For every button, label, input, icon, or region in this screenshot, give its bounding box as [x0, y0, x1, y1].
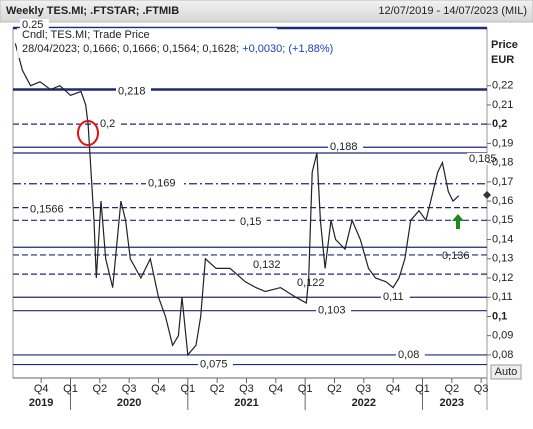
year-label: 2021 — [234, 397, 258, 409]
y-tick-label: 0,2 — [492, 118, 507, 130]
legend-bg — [17, 28, 277, 58]
legend-line2: 28/04/2023; 0,1666; 0,1666; 0,1564; 0,16… — [22, 43, 333, 55]
level-label: 0,08 — [398, 349, 419, 361]
level-label-bg — [251, 258, 286, 271]
x-tick-label: Q3 — [474, 383, 489, 395]
level-label: 0,15 — [240, 216, 261, 228]
year-label: 2020 — [117, 397, 141, 409]
header-bar — [0, 0, 533, 23]
auto-button[interactable] — [490, 364, 522, 380]
year-label: 2022 — [352, 397, 376, 409]
level-label: 0,188 — [330, 141, 358, 153]
x-tick-label: Q1 — [298, 383, 313, 395]
x-tick-label: Q4 — [386, 383, 401, 395]
y-tick-label: 0,18 — [492, 157, 513, 169]
legend-change: +0,0030; (+1,88%) — [242, 43, 333, 55]
level-label-bg — [316, 304, 351, 317]
y-tick-label: 0,19 — [492, 137, 513, 149]
y-tick-label: 0,22 — [492, 80, 513, 92]
year-label: 2019 — [29, 397, 53, 409]
level-label-bg — [381, 291, 410, 304]
y-tick-label: 0,09 — [492, 330, 513, 342]
y-axis-unit: EUR — [491, 54, 514, 66]
level-label: 0,075 — [200, 358, 228, 370]
level-label-bg — [238, 216, 267, 229]
x-tick-label: Q3 — [122, 383, 137, 395]
level-label: 0,11 — [383, 291, 404, 303]
date-range: 12/07/2019 - 14/07/2023 (MIL) — [378, 5, 527, 17]
x-tick-label: Q2 — [444, 383, 459, 395]
x-tick-label: Q1 — [415, 383, 430, 395]
level-label-bg — [98, 118, 121, 131]
level-label-bg — [28, 203, 70, 216]
y-tick-label: 0,1 — [492, 310, 507, 322]
highlight-circle — [77, 120, 99, 146]
up-arrow — [452, 214, 464, 229]
level-label: 0,122 — [297, 277, 325, 289]
last-price-marker — [483, 191, 491, 199]
level-label: 0,103 — [318, 305, 346, 317]
level-label-bg — [198, 358, 233, 371]
y-tick-label: 0,16 — [492, 195, 513, 207]
y-axis-label: Price — [491, 39, 518, 51]
y-tick-label: 0,12 — [492, 272, 513, 284]
auto-button-label[interactable]: Auto — [495, 366, 518, 378]
level-label-bg — [146, 177, 181, 190]
x-tick-label: Q1 — [180, 383, 195, 395]
level-label: 0,25 — [22, 19, 43, 31]
level-label: 0,132 — [253, 259, 281, 271]
y-tick-label: 0,14 — [492, 233, 513, 245]
legend-values: 28/04/2023; 0,1666; 0,1666; 0,1564; 0,16… — [22, 43, 239, 55]
price — [14, 43, 460, 357]
legend-line1: Cndl; TES.MI; Trade Price — [22, 29, 150, 41]
level-label: 0,1566 — [30, 204, 64, 216]
x-tick-label: Q3 — [356, 383, 371, 395]
level-label: 0,2 — [100, 118, 115, 130]
price-line — [14, 43, 460, 357]
level-label: 0,185 — [469, 153, 497, 165]
level-label-bg — [396, 348, 425, 361]
chart-title: Weekly TES.MI; .FTSTAR; .FTMIB — [6, 5, 179, 17]
level-label-bg — [328, 141, 363, 154]
levels: 0,25 0,218 0,2 0,188 0,185 0,169 0,1566 0,15 0,1… — [13, 19, 502, 371]
level-label: 0,218 — [118, 85, 146, 97]
y-tick-label: 0,13 — [492, 253, 513, 265]
level-label: 0,136 — [442, 250, 470, 262]
x-tick-label: Q2 — [210, 383, 225, 395]
y-tick-label: 0,11 — [492, 291, 513, 303]
level-label-bg — [116, 85, 151, 98]
x-tick-label: Q4 — [151, 383, 166, 395]
x-tick-label: Q4 — [34, 383, 49, 395]
x-tick-label: Q3 — [239, 383, 254, 395]
x-tick-label: Q2 — [327, 383, 342, 395]
level-label-bg — [440, 250, 475, 263]
y-tick-label: 0,21 — [492, 99, 513, 111]
y-tick-label: 0,15 — [492, 214, 513, 226]
level-label: 0,169 — [148, 178, 176, 190]
year-label: 2023 — [440, 397, 464, 409]
y-tick-label: 0,08 — [492, 349, 513, 361]
y-tick-label: 0,17 — [492, 176, 513, 188]
x-tick-label: Q1 — [63, 383, 78, 395]
x-tick-label: Q2 — [92, 383, 107, 395]
level-label-bg — [295, 277, 330, 290]
level-label-bg — [467, 153, 502, 165]
x-tick-label: Q4 — [268, 383, 283, 395]
